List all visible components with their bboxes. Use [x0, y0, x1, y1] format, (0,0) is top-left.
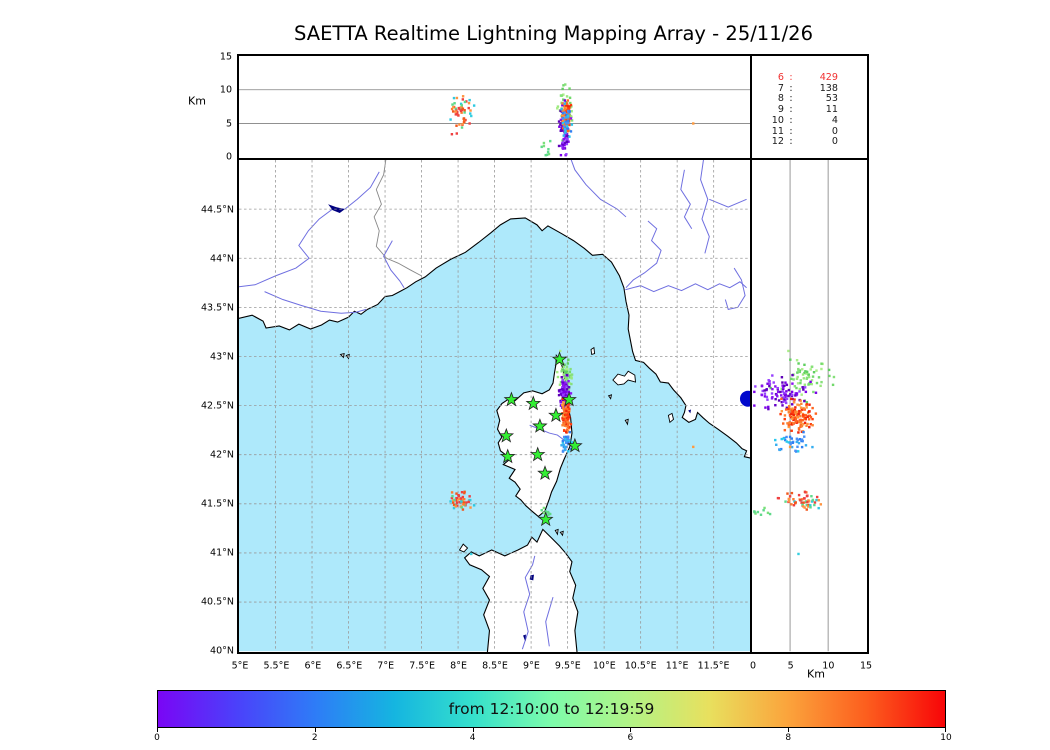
altitude-vs-longitude-panel	[237, 54, 753, 160]
stats-row: 6:429	[766, 72, 838, 84]
colorbar-tick-mark	[472, 728, 474, 732]
station-count-label: 8	[777, 93, 784, 105]
lon-tick-label: 10.5°E	[624, 660, 657, 672]
alt-tick-label: 10	[219, 84, 232, 96]
lon-tick-label: 11.5°E	[697, 660, 730, 672]
colorbar-tick-mark	[788, 728, 790, 732]
lon-tick-label: 11°E	[665, 660, 689, 672]
mainland-coastline	[239, 160, 751, 459]
colorbar-tick-mark	[314, 728, 316, 732]
colorbar-tick-mark	[630, 728, 632, 732]
colorbar-tick-label: 6	[627, 733, 634, 743]
lat-tick-label: 41.5°N	[200, 498, 234, 510]
sardinia	[464, 528, 579, 652]
alt-tick-label: 5	[225, 118, 232, 130]
lon-tick-label: 10°E	[592, 660, 616, 672]
lat-tick-label: 40°N	[210, 645, 234, 657]
source-count-value: 11	[825, 104, 838, 116]
station-count-label: 9	[777, 104, 784, 116]
stats-row: 8:53	[766, 94, 838, 105]
alt-tick-label: 15	[219, 51, 232, 63]
lon-tick-label: 7.5°E	[409, 660, 436, 672]
time-window-label: from 12:10:00 to 12:19:59	[448, 700, 655, 718]
colorbar-tick-mark	[157, 728, 158, 732]
right-alt-tick-label: 15	[859, 660, 873, 672]
colorbar-tick-label: 8	[785, 733, 792, 743]
station-count-label: 6	[777, 72, 784, 83]
lon-tick-label: 5°E	[231, 660, 249, 672]
altitude-axis-label: Km	[188, 94, 206, 108]
source-count-value: 53	[825, 93, 838, 105]
lat-tick-label: 41°N	[210, 547, 234, 559]
geographic-map	[239, 160, 751, 652]
colorbar-tick-mark	[945, 728, 946, 732]
sources-per-station-panel	[750, 54, 869, 160]
right-altitude-axis-label: Km	[807, 667, 825, 681]
colorbar-tick-label: 4	[469, 733, 476, 743]
stats-row: 12:0	[766, 137, 838, 148]
source-count-value: 0	[831, 136, 838, 148]
time-colorbar: from 12:10:00 to 12:19:59	[157, 690, 946, 728]
colorbar-tick-label: 10	[940, 733, 952, 743]
lat-tick-label: 43.5°N	[200, 302, 234, 314]
lat-tick-label: 40.5°N	[200, 596, 234, 608]
lon-tick-label: 9.5°E	[554, 660, 581, 672]
figure-title: SAETTA Realtime Lightning Mapping Array …	[294, 22, 813, 45]
lon-tick-label: 6.5°E	[336, 660, 363, 672]
lon-tick-label: 8.5°E	[482, 660, 508, 672]
station-count-label: 11	[771, 125, 784, 137]
source-count-value: 0	[831, 125, 838, 137]
stats-row: 10:4	[766, 114, 838, 127]
station-count-label: 7	[777, 82, 784, 94]
lon-tick-label: 9°E	[523, 660, 540, 672]
lakes	[328, 204, 692, 642]
lon-tick-label: 7°E	[377, 660, 395, 672]
edge-marker	[740, 391, 751, 408]
stats-row: 11:0	[766, 125, 838, 138]
altitude-gridlines	[239, 89, 751, 125]
lon-tick-label: 8°E	[450, 660, 467, 672]
station-count-label: 12	[771, 136, 784, 148]
source-count-value: 4	[831, 114, 838, 126]
altitude-latitude-plot	[752, 160, 867, 652]
alt-tick-label: 0	[225, 151, 232, 163]
source-count-value: 429	[819, 72, 838, 83]
lat-tick-label: 42°N	[210, 449, 234, 461]
country-border-line	[374, 160, 423, 277]
source-count-value: 138	[819, 82, 838, 94]
lat-tick-label: 43°N	[210, 351, 234, 363]
right-alt-tick-label: 0	[749, 660, 757, 672]
lma-station-stars	[498, 351, 584, 527]
lat-tick-label: 44.5°N	[200, 204, 234, 216]
lat-tick-label: 42.5°N	[200, 400, 234, 412]
lon-tick-label: 6°E	[304, 660, 322, 672]
stats-row: 9:11	[766, 104, 838, 116]
lightning-sources-lon-alt	[449, 83, 695, 157]
stats-row: 7:138	[766, 82, 838, 95]
right-alt-tick-label: 10	[822, 660, 835, 672]
colorbar-tick-label: 2	[311, 733, 318, 743]
altitude-vs-latitude-panel	[750, 158, 869, 654]
lon-tick-label: 5.5°E	[263, 660, 290, 672]
lat-tick-label: 44°N	[210, 253, 234, 265]
station-count-label: 10	[771, 114, 784, 126]
sources-per-station-table: 6:429 7:138 8:53 9:11 10:4 11:0 12:0	[766, 72, 838, 148]
map-panel	[237, 158, 753, 654]
corsica	[496, 354, 573, 518]
lightning-sources-map	[449, 350, 695, 556]
altitude-longitude-plot	[239, 56, 751, 158]
small-islands	[340, 347, 675, 553]
right-alt-tick-label: 5	[787, 660, 794, 672]
lightning-sources-alt-lat	[753, 350, 836, 556]
colorbar-tick-label: 0	[154, 733, 160, 743]
